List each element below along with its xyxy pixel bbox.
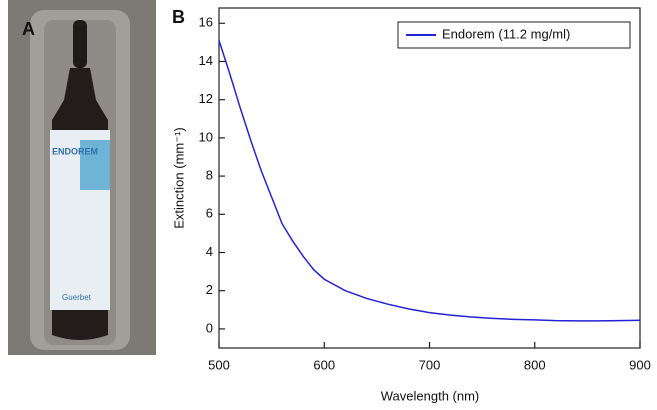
y-tick-label: 10 xyxy=(199,129,213,144)
panel-label: A xyxy=(22,19,35,39)
vial-brand: Guerbet xyxy=(62,293,92,302)
photo: ENDOREM Guerbet A xyxy=(8,0,156,355)
y-tick-label: 14 xyxy=(199,53,213,68)
x-tick-label: 800 xyxy=(524,357,546,372)
legend-label: Endorem (11.2 mg/ml) xyxy=(442,26,570,41)
data-line xyxy=(218,40,641,322)
y-tick-label: 0 xyxy=(206,320,213,335)
y-tick-label: 8 xyxy=(206,168,213,183)
y-tick-label: 6 xyxy=(206,206,213,221)
y-tick-label: 2 xyxy=(206,282,213,297)
x-tick-label: 900 xyxy=(629,357,651,372)
x-tick-label: 700 xyxy=(419,357,441,372)
y-tick-label: 4 xyxy=(206,244,213,259)
vial-text: ENDOREM xyxy=(52,146,98,156)
label-stripe xyxy=(80,140,110,190)
y-tick-label: 12 xyxy=(199,91,213,106)
y-tick-label: 16 xyxy=(199,15,213,30)
x-tick-label: 500 xyxy=(208,357,230,372)
y-axis-label: Extinction (mm⁻¹) xyxy=(171,127,186,228)
panel-label: B xyxy=(172,7,185,27)
x-axis-label: Wavelength (nm) xyxy=(381,388,480,403)
plot-frame xyxy=(218,7,641,349)
vial-tip xyxy=(73,20,87,68)
x-tick-label: 600 xyxy=(313,357,335,372)
legend-box xyxy=(397,21,631,49)
